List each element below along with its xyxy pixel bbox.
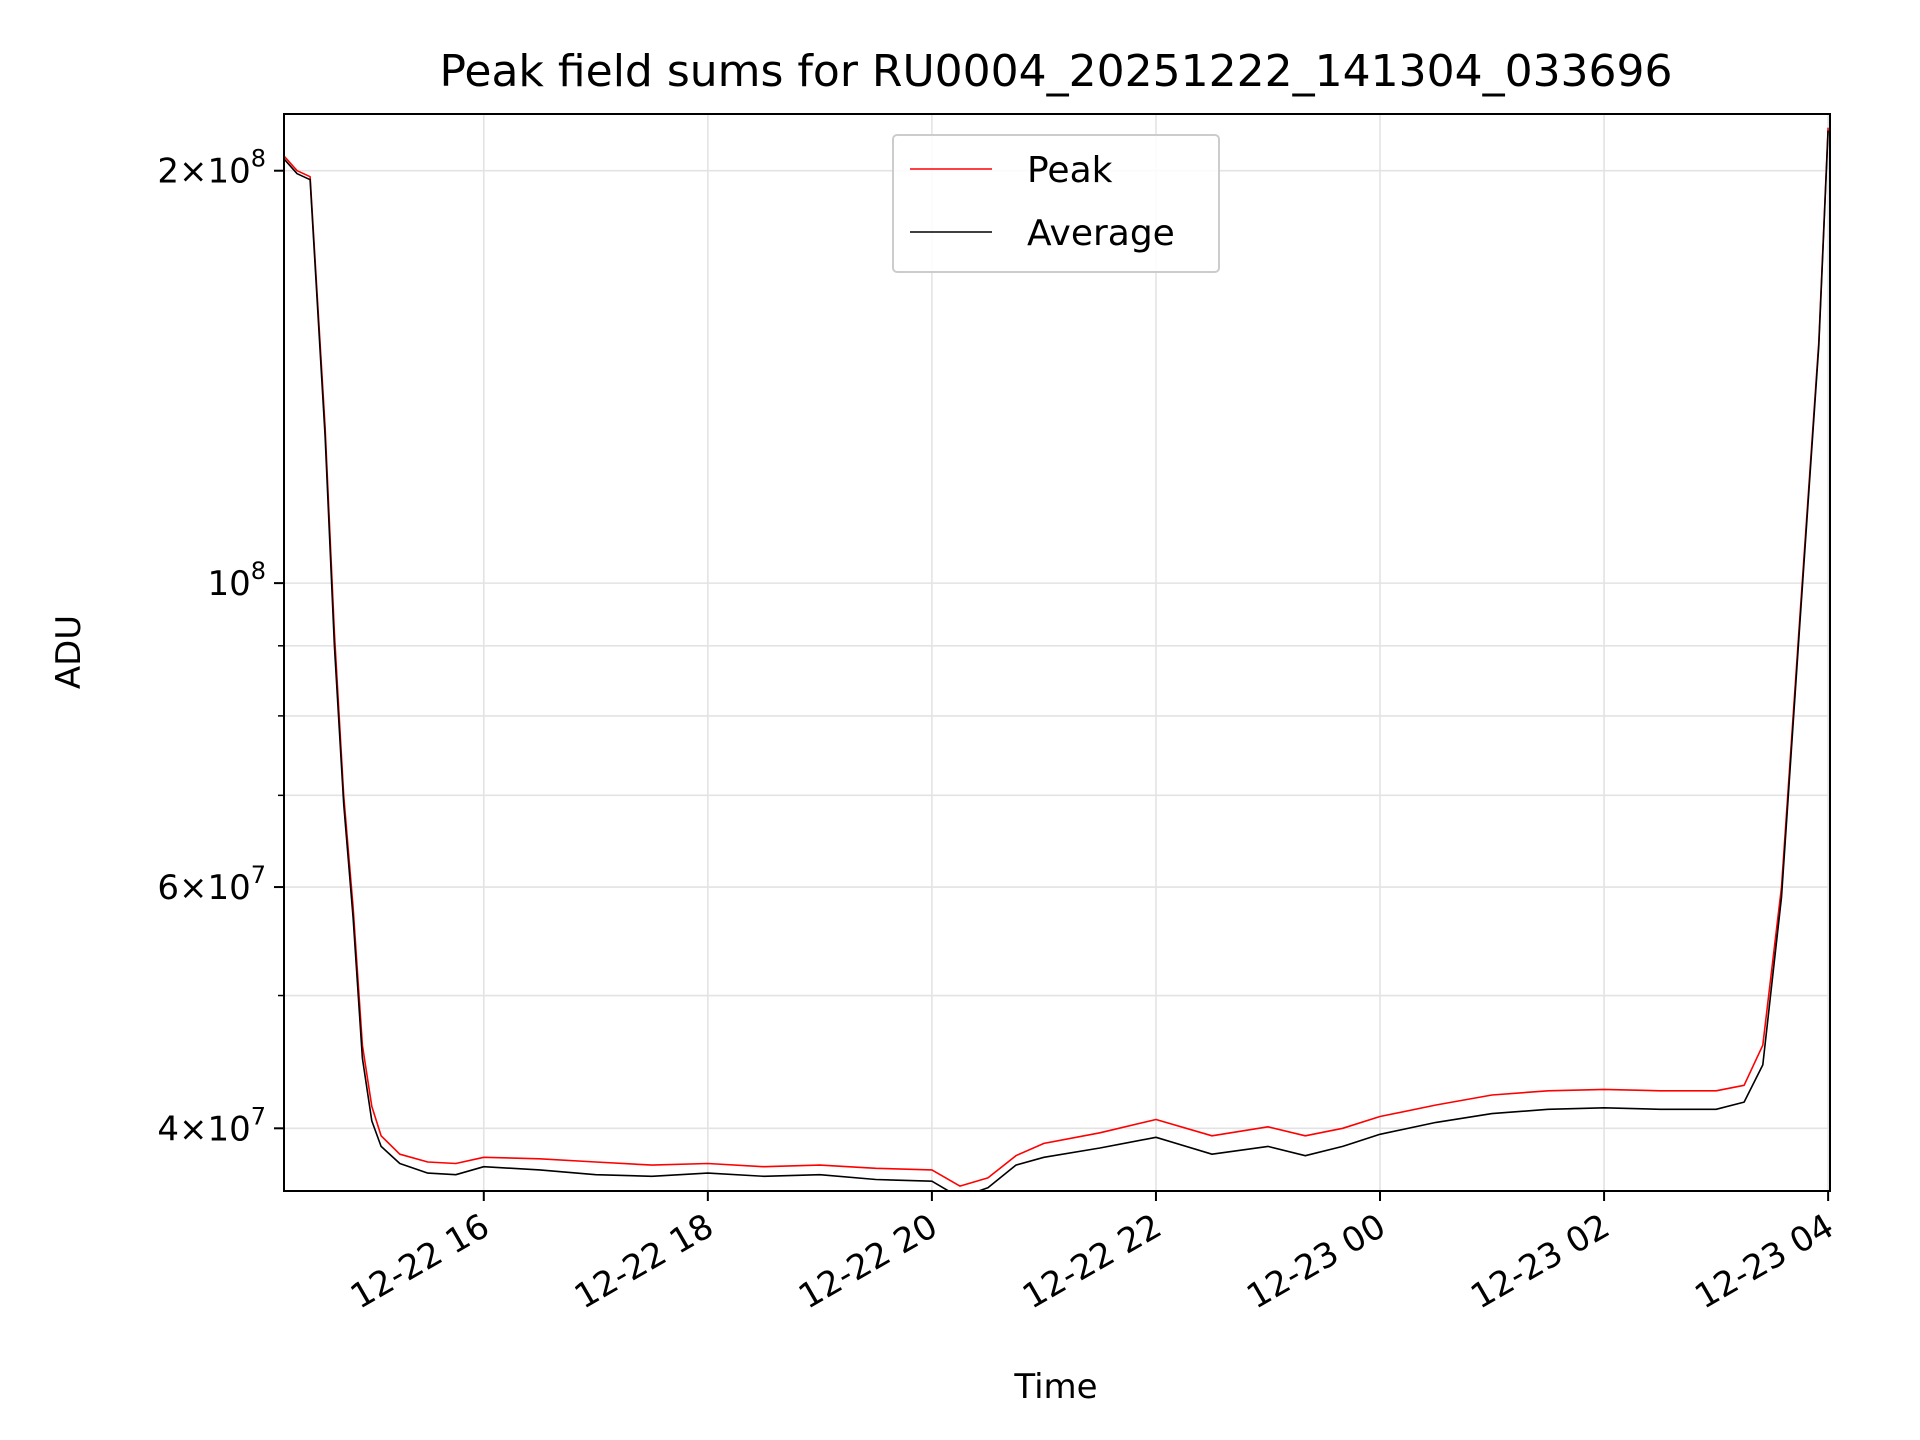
series-line-average xyxy=(284,130,1829,1191)
y-tick-label: 6×107 xyxy=(157,861,266,908)
series-line-peak xyxy=(284,127,1829,1187)
y-tick-label: 4×107 xyxy=(157,1102,266,1149)
chart-title: Peak field sums for RU0004_20251222_1413… xyxy=(439,46,1672,97)
y-tick-label: 108 xyxy=(207,557,266,604)
legend-label-average: Average xyxy=(1027,213,1175,254)
series-layer xyxy=(284,127,1829,1191)
legend: Peak Average xyxy=(892,134,1220,273)
plot-frame xyxy=(283,113,1831,1192)
y-tick-label: 2×108 xyxy=(157,145,266,192)
x-axis-label: Time xyxy=(1013,1367,1097,1407)
legend-label-peak: Peak xyxy=(1027,150,1113,191)
y-axis-label: ADU xyxy=(49,615,89,689)
